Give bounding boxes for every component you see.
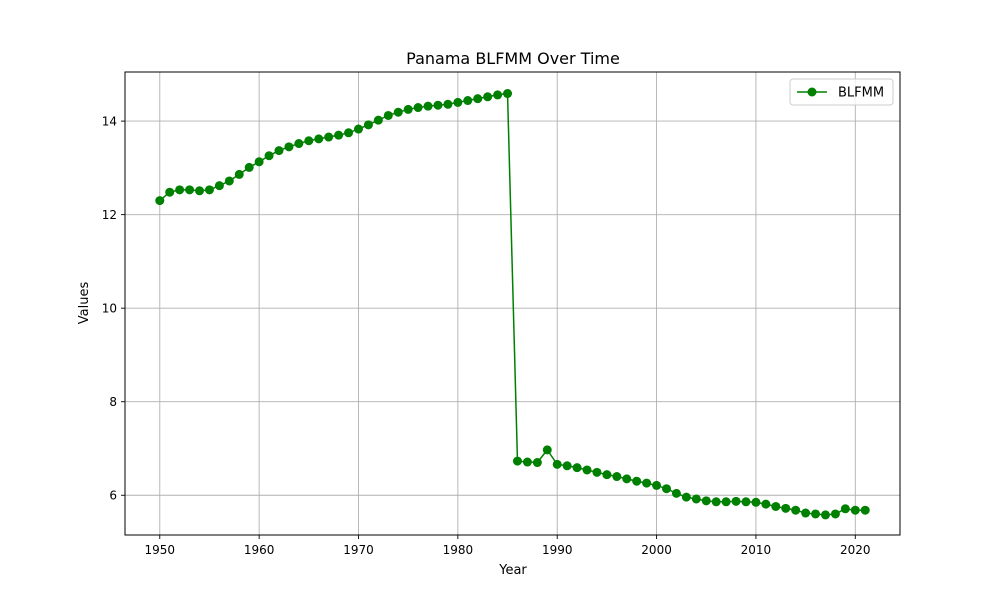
legend-marker-swatch: [807, 87, 817, 97]
y-tick-label: 12: [102, 208, 117, 222]
data-point: [165, 187, 175, 197]
x-tick-label: 1980: [443, 543, 474, 557]
data-point: [353, 124, 363, 134]
data-point: [363, 120, 373, 130]
data-point: [324, 132, 334, 142]
data-point: [671, 488, 681, 498]
data-point: [204, 185, 214, 195]
data-point: [602, 470, 612, 480]
data-point: [622, 474, 632, 484]
x-tick-label: 1990: [542, 543, 573, 557]
data-point: [701, 496, 711, 506]
data-point: [662, 484, 672, 494]
data-point: [681, 492, 691, 502]
x-tick-label: 1970: [343, 543, 374, 557]
data-point: [562, 461, 572, 471]
data-point: [711, 497, 721, 507]
y-tick-label: 10: [102, 302, 117, 316]
data-point: [413, 103, 423, 113]
x-tick-label: 1960: [244, 543, 275, 557]
data-point: [860, 505, 870, 515]
data-point: [761, 499, 771, 509]
y-axis-label: Values: [77, 282, 92, 325]
data-point: [850, 505, 860, 515]
data-point: [840, 504, 850, 514]
data-point: [503, 89, 513, 99]
data-point: [274, 146, 284, 156]
data-point: [234, 169, 244, 179]
data-point: [632, 476, 642, 486]
data-point: [483, 92, 493, 102]
data-point: [612, 472, 622, 482]
data-point: [741, 497, 751, 507]
data-point: [820, 510, 830, 520]
chart-title: Panama BLFMM Over Time: [406, 49, 620, 68]
x-tick-label: 1950: [145, 543, 176, 557]
axes-frame: [124, 71, 901, 536]
data-point: [781, 503, 791, 513]
data-point: [691, 494, 701, 504]
data-point: [572, 463, 582, 473]
data-point: [801, 508, 811, 518]
x-tick-label: 2010: [741, 543, 772, 557]
legend: BLFMM: [789, 78, 894, 106]
x-tick-label: 2000: [641, 543, 672, 557]
data-point: [155, 196, 165, 206]
data-point: [344, 128, 354, 138]
data-point: [721, 497, 731, 507]
data-point: [433, 100, 443, 110]
data-point: [552, 459, 562, 469]
y-tick-label: 6: [109, 489, 117, 503]
data-point: [175, 185, 185, 195]
data-point: [493, 90, 503, 100]
data-point: [512, 456, 522, 466]
data-point: [423, 101, 433, 111]
data-point: [393, 107, 403, 117]
data-point: [771, 501, 781, 511]
data-point: [383, 110, 393, 120]
axes: 1950 1960 1970 1980 1990 2000 2010 2020 6 8 10 12 14: [102, 71, 901, 557]
x-tick-label: 2020: [840, 543, 871, 557]
data-point: [294, 139, 304, 149]
data-point: [463, 96, 473, 106]
data-point: [453, 97, 463, 107]
data-point: [522, 457, 532, 467]
data-point: [244, 162, 254, 172]
data-point: [403, 104, 413, 114]
legend-label-blfmm: BLFMM: [838, 86, 884, 101]
legend-box: [789, 78, 894, 106]
data-point: [214, 181, 224, 191]
data-point: [582, 465, 592, 475]
data-point: [373, 115, 383, 125]
grid: [125, 72, 900, 535]
data-point: [185, 185, 195, 195]
data-point: [284, 142, 294, 152]
data-point: [334, 130, 344, 140]
series-layer: [155, 89, 870, 520]
data-point: [443, 99, 453, 109]
y-tick-label: 8: [109, 395, 117, 409]
data-point: [791, 505, 801, 515]
data-point: [532, 458, 542, 468]
data-point: [473, 94, 483, 104]
data-point: [314, 134, 324, 144]
data-point: [830, 509, 840, 519]
data-point: [811, 509, 821, 519]
data-point: [195, 186, 205, 196]
data-point: [254, 157, 264, 167]
data-point: [304, 136, 314, 146]
data-point: [642, 478, 652, 488]
data-point: [592, 467, 602, 477]
x-axis-label: Year: [498, 563, 527, 578]
data-point: [224, 176, 234, 186]
data-point: [731, 496, 741, 506]
y-tick-label: 14: [102, 115, 117, 129]
data-point: [751, 497, 761, 507]
data-point: [264, 151, 274, 161]
data-point: [652, 480, 662, 490]
data-point: [542, 445, 552, 455]
